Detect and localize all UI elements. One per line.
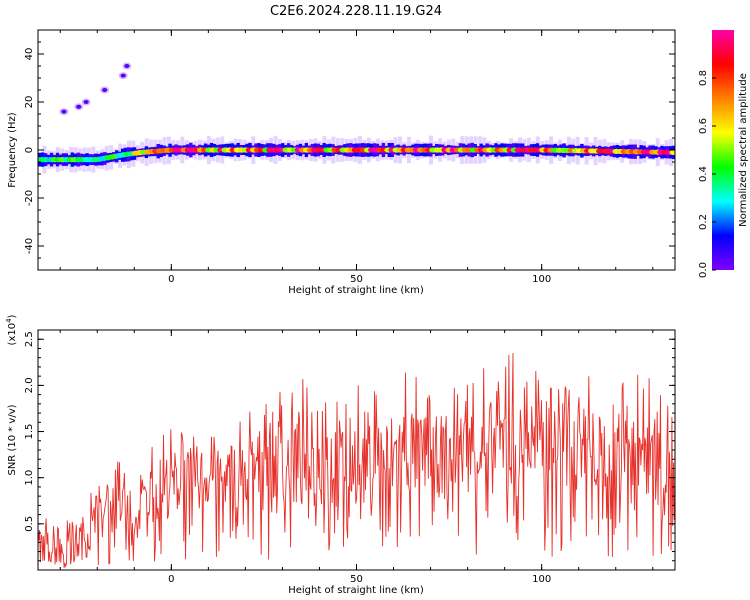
snr-x-tick-label: 50 [350,574,363,585]
spectrogram-marks [38,62,678,174]
spectrogram-cells [38,62,678,174]
spectrogram-panel: 0 50 100 -40 -20 0 20 40 Height of straight li… [7,29,678,296]
spectrogram-x-tick-label: 0 [168,274,174,285]
spectrogram-x-ticks: 0 50 100 [59,30,654,285]
snr-x-ticks: 0 50 100 [59,330,654,585]
spectrogram-y-axis-label: Frequency (Hz) [7,112,18,188]
spectrogram-harmonic [102,88,108,92]
spectrogram-y-tick-label: 20 [24,96,35,109]
colorbar-ticks: 0.0 0.2 0.4 0.6 0.8 [698,70,716,278]
spectrogram-harmonic [124,64,130,68]
spectrogram-x-axis-label: Height of straight line (km) [288,285,424,296]
colorbar-tick-label: 0.2 [698,214,709,230]
colorbar-scale [712,30,734,270]
spectrogram-cell [669,149,675,155]
snr-y-ticks: 0.5 1.0 1.5 2.0 2.5 [24,329,675,571]
snr-line [38,352,675,568]
spectrogram-y-tick-label: -40 [24,238,35,254]
spectrogram-x-tick-label: 50 [350,274,363,285]
snr-marks [38,352,675,568]
spectrogram-harmonic [83,100,89,104]
spectrogram-harmonic [61,109,67,114]
snr-y-tick-label: 2.5 [24,331,35,347]
colorbar-tick-label: 0.6 [698,118,709,134]
colorbar-tick-label: 0.8 [698,70,709,86]
snr-y-tick-label: 2.0 [24,377,35,393]
spectrogram-y-tick-label: 0 [24,147,35,153]
spectrogram-x-tick-label: 100 [532,274,551,285]
spectrogram-y-tick-label: 40 [24,48,35,61]
snr-panel: 0 50 100 0.5 1.0 1.5 2.0 2.5 Height of straigh… [5,314,676,596]
colorbar-tick-label: 0.0 [698,262,709,278]
colorbar: 0.0 0.2 0.4 0.6 0.8 Normalized spectral ampl… [698,30,749,278]
snr-x-tick-label: 100 [532,574,551,585]
spectrogram-y-ticks: -40 -20 0 20 40 [24,29,675,271]
colorbar-label: Normalized spectral amplitude [738,73,749,227]
spectrogram-harmonic [76,104,82,109]
spectrogram-y-tick-label: -20 [24,190,35,206]
snr-y-tick-label: 1.5 [24,424,35,440]
snr-y-tick-label: 1.0 [24,470,35,486]
snr-y-tick-label: 0.5 [24,516,35,532]
snr-plot-area [38,330,675,570]
snr-x-tick-label: 0 [168,574,174,585]
chart-title: C2E6.2024.228.11.19.G24 [270,4,442,19]
snr-y-axis-label: SNR (10 * v/v) [7,404,18,475]
spectrogram-harmonic [120,73,126,78]
colorbar-tick-label: 0.4 [698,166,709,182]
spectrogram-band [675,147,678,158]
snr-series [38,352,675,568]
snr-x-axis-label: Height of straight line (km) [288,585,424,596]
snr-y-multiplier: (x104) [5,314,18,345]
